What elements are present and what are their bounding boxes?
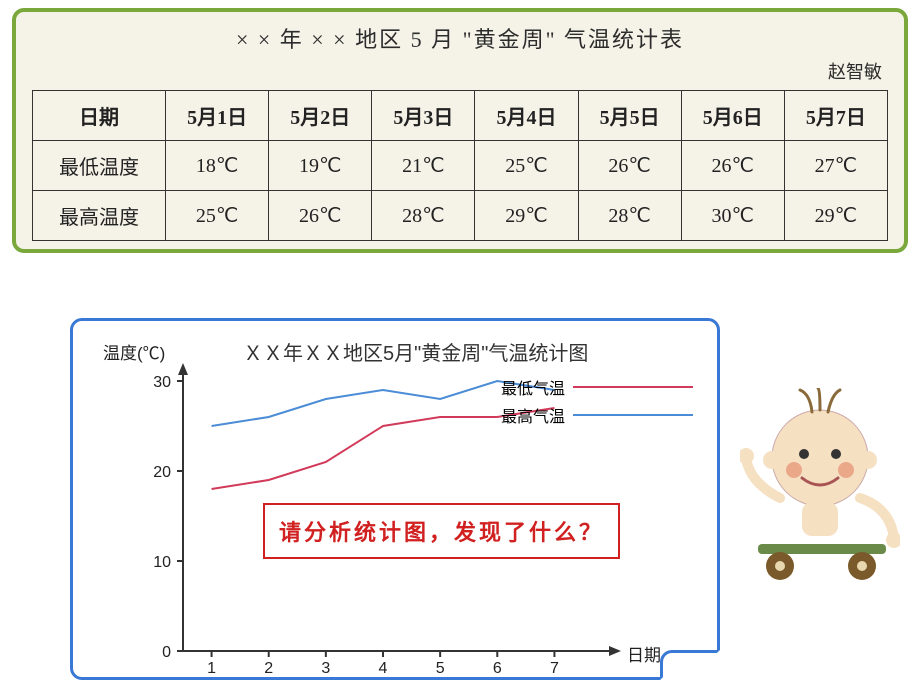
col-header: 5月7日: [784, 91, 887, 141]
svg-text:3: 3: [321, 660, 330, 677]
row-label: 最低温度: [33, 141, 166, 191]
cell: 26℃: [578, 141, 681, 191]
table-title: × × 年 × × 地区 5 月 "黄金周" 气温统计表: [32, 22, 888, 54]
cell: 21℃: [372, 141, 475, 191]
table-row: 最低温度 18℃ 19℃ 21℃ 25℃ 26℃ 26℃ 27℃: [33, 141, 888, 191]
cell: 29℃: [475, 191, 578, 241]
row-label: 最高温度: [33, 191, 166, 241]
svg-text:30: 30: [153, 374, 171, 391]
legend-line-icon: [573, 386, 693, 388]
cell: 28℃: [578, 191, 681, 241]
legend-line-icon: [573, 414, 693, 416]
col-header: 5月6日: [681, 91, 784, 141]
legend-label: 最低气温: [501, 375, 565, 399]
svg-text:5: 5: [436, 660, 445, 677]
svg-text:20: 20: [153, 464, 171, 481]
table-row: 日期 5月1日 5月2日 5月3日 5月4日 5月5日 5月6日 5月7日: [33, 91, 888, 141]
table-author: 赵智敏: [32, 58, 888, 84]
cell: 25℃: [475, 141, 578, 191]
cell: 19℃: [269, 141, 372, 191]
prompt-text: 请分析统计图，发现了什么？: [279, 520, 604, 545]
cell: 26℃: [269, 191, 372, 241]
svg-text:0: 0: [162, 644, 171, 661]
svg-text:1: 1: [207, 660, 216, 677]
svg-text:7: 7: [550, 660, 559, 677]
cell: 27℃: [784, 141, 887, 191]
legend-label: 最高气温: [501, 403, 565, 427]
cell: 29℃: [784, 191, 887, 241]
svg-text:2: 2: [264, 660, 273, 677]
header-label: 日期: [33, 91, 166, 141]
col-header: 5月3日: [372, 91, 475, 141]
cell: 28℃: [372, 191, 475, 241]
legend-item-low: 最低气温: [501, 375, 693, 399]
mascot-icon: [740, 388, 900, 588]
analysis-prompt: 请分析统计图，发现了什么？: [263, 503, 620, 559]
svg-text:4: 4: [379, 660, 388, 677]
temperature-table: 日期 5月1日 5月2日 5月3日 5月4日 5月5日 5月6日 5月7日 最低…: [32, 90, 888, 241]
cell: 25℃: [166, 191, 269, 241]
legend-item-high: 最高气温: [501, 403, 693, 427]
card-notch: [660, 650, 720, 680]
col-header: 5月2日: [269, 91, 372, 141]
col-header: 5月4日: [475, 91, 578, 141]
temperature-chart-card: 温度(℃) ＸＸ年ＸＸ地区5月"黄金周"气温统计图 01020301234567…: [70, 318, 720, 680]
cell: 26℃: [681, 141, 784, 191]
table-row: 最高温度 25℃ 26℃ 28℃ 29℃ 28℃ 30℃ 29℃: [33, 191, 888, 241]
x-axis-label: 日期: [627, 641, 661, 666]
svg-text:10: 10: [153, 554, 171, 571]
svg-text:6: 6: [493, 660, 502, 677]
col-header: 5月1日: [166, 91, 269, 141]
temperature-table-card: × × 年 × × 地区 5 月 "黄金周" 气温统计表 赵智敏 日期 5月1日…: [12, 8, 908, 253]
col-header: 5月5日: [578, 91, 681, 141]
cell: 30℃: [681, 191, 784, 241]
chart-legend: 最低气温 最高气温: [501, 375, 693, 431]
cell: 18℃: [166, 141, 269, 191]
